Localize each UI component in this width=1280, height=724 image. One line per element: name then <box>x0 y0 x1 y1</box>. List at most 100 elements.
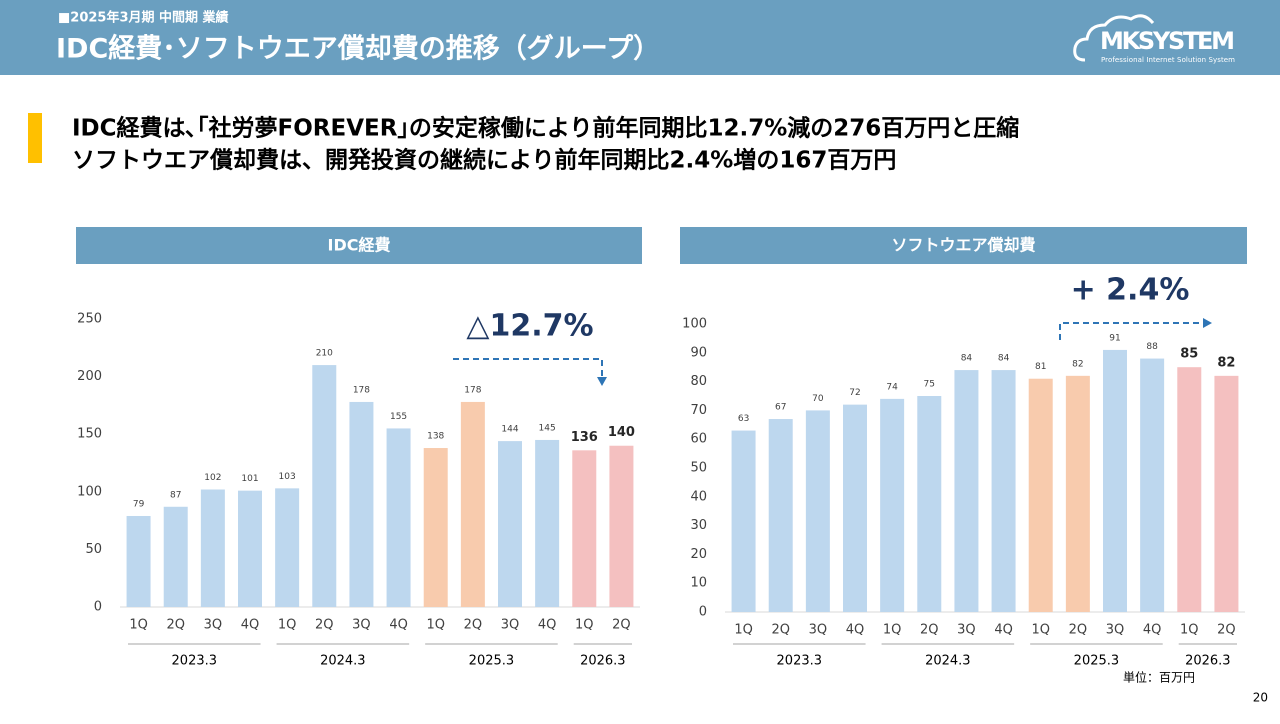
unit-note: 単位：百万円 <box>1123 670 1195 685</box>
y-tick-label: 20 <box>690 547 707 562</box>
value-label: 63 <box>738 414 749 424</box>
x-tick-label: 3Q <box>204 618 223 633</box>
x-tick-label: 4Q <box>538 618 557 633</box>
x-tick-label: 2Q <box>771 623 790 638</box>
bar <box>1177 367 1202 612</box>
x-tick-label: 1Q <box>426 618 445 633</box>
y-tick-label: 0 <box>699 605 707 620</box>
x-tick-label: 3Q <box>352 618 371 633</box>
y-tick-label: 70 <box>690 403 707 418</box>
bar <box>1065 375 1090 612</box>
y-tick-label: 80 <box>690 374 707 389</box>
bar <box>386 428 411 607</box>
bar <box>768 419 793 612</box>
x-tick-label: 4Q <box>1143 623 1162 638</box>
bar <box>275 488 300 607</box>
value-label: 102 <box>204 473 221 483</box>
x-tick-label: 3Q <box>501 618 520 633</box>
group-label: 2026.3 <box>580 654 626 669</box>
bar <box>954 370 979 612</box>
value-label: 82 <box>1072 359 1083 369</box>
bar <box>423 448 448 607</box>
value-label: 87 <box>170 490 181 500</box>
group-label: 2025.3 <box>469 654 515 669</box>
logo: MKSYSTEM <box>1100 27 1235 55</box>
y-tick-label: 0 <box>94 600 102 615</box>
bar <box>805 410 830 612</box>
bar <box>1214 375 1239 612</box>
bar <box>126 515 151 607</box>
x-tick-label: 2Q <box>920 623 939 638</box>
annotation: + 2.4% <box>1071 273 1190 308</box>
x-tick-label: 4Q <box>241 618 260 633</box>
value-label: 145 <box>539 423 556 433</box>
bar <box>1028 378 1053 612</box>
group-label: 2024.3 <box>925 654 971 669</box>
chart-title: IDC経費 <box>328 236 391 255</box>
value-label: 74 <box>886 382 898 392</box>
y-tick-label: 40 <box>690 489 707 504</box>
group-label: 2025.3 <box>1074 654 1120 669</box>
value-label: 91 <box>1109 333 1120 343</box>
value-label: 103 <box>279 472 296 482</box>
value-label: 155 <box>390 412 407 422</box>
annotation: △12.7% <box>466 309 593 344</box>
value-label: 84 <box>961 354 973 364</box>
annotation-arrowhead <box>597 377 607 386</box>
x-tick-label: 3Q <box>1106 623 1125 638</box>
headline-marker <box>28 113 42 163</box>
value-label: 70 <box>812 394 824 404</box>
y-tick-label: 150 <box>77 427 102 442</box>
logo-tagline: Professional Internet Solution System <box>1101 56 1235 64</box>
x-tick-label: 2Q <box>1069 623 1088 638</box>
y-tick-label: 100 <box>77 484 102 499</box>
x-tick-label: 2Q <box>1217 623 1236 638</box>
y-tick-label: 10 <box>690 576 707 591</box>
y-tick-label: 50 <box>690 461 707 476</box>
value-label: 82 <box>1217 355 1235 370</box>
value-label: 88 <box>1146 342 1158 352</box>
group-label: 2024.3 <box>320 654 366 669</box>
bar <box>731 430 756 612</box>
bar <box>238 490 262 607</box>
x-tick-label: 2Q <box>464 618 483 633</box>
x-tick-label: 1Q <box>1031 623 1050 638</box>
y-tick-label: 60 <box>690 432 707 447</box>
x-tick-label: 1Q <box>575 618 594 633</box>
bar <box>312 365 337 607</box>
value-label: 85 <box>1180 347 1198 362</box>
headline: IDC経費は､｢社労夢FOREVER｣の安定稼働により前年同期比12.7%減の2… <box>72 115 1019 142</box>
x-tick-label: 4Q <box>389 618 408 633</box>
bar <box>572 450 597 607</box>
annotation-arrowhead <box>1203 318 1212 328</box>
bar <box>843 404 867 612</box>
bar <box>460 401 485 607</box>
x-tick-label: 2Q <box>166 618 185 633</box>
y-tick-label: 100 <box>682 317 707 332</box>
page-number: 20 <box>1253 691 1268 705</box>
y-tick-label: 30 <box>690 518 707 533</box>
x-tick-label: 4Q <box>994 623 1013 638</box>
bar <box>609 445 634 607</box>
y-tick-label: 200 <box>77 369 102 384</box>
value-label: 178 <box>464 385 481 395</box>
y-tick-label: 250 <box>77 312 102 327</box>
x-tick-label: 1Q <box>1180 623 1199 638</box>
x-tick-label: 2Q <box>315 618 334 633</box>
headline: ソフトウエア償却費は、開発投資の継続により前年同期比2.4%増の167百万円 <box>72 147 896 174</box>
bar <box>1103 349 1127 612</box>
chart-title-band <box>680 227 1247 264</box>
value-label: 79 <box>133 499 145 509</box>
value-label: 81 <box>1035 362 1046 372</box>
chart-title: ソフトウエア償却費 <box>891 236 1035 255</box>
header-period: ■2025年3月期 中間期 業績 <box>58 10 229 26</box>
value-label: 178 <box>353 385 370 395</box>
bar <box>535 439 560 607</box>
value-label: 140 <box>608 425 635 440</box>
x-tick-label: 4Q <box>846 623 865 638</box>
x-tick-label: 3Q <box>957 623 976 638</box>
value-label: 136 <box>571 430 598 445</box>
bar <box>498 441 522 607</box>
